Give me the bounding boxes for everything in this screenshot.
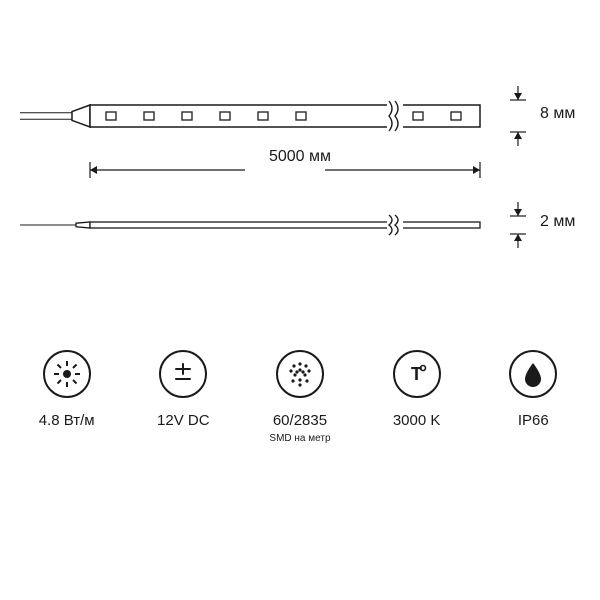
led-strip-diagram: 5000 мм 8 мм 2 мм xyxy=(0,0,600,600)
spec-power: 4.8 Вт/м xyxy=(17,350,117,431)
spec-ip: IP66 xyxy=(483,350,583,431)
spec-power-label: 4.8 Вт/м xyxy=(39,412,95,431)
spec-voltage-label: 12V DC xyxy=(157,412,210,431)
dimension-width xyxy=(490,0,590,160)
spec-cct: T 3000 K xyxy=(367,350,467,431)
dimension-thickness-label: 2 мм xyxy=(540,213,575,231)
specs-row: 4.8 Вт/м 12V DC 60/2835 SMD на метр xyxy=(0,350,600,444)
brightness-icon xyxy=(43,350,91,398)
dc-icon xyxy=(159,350,207,398)
spec-ip-label: IP66 xyxy=(518,412,549,431)
spec-leds-label: 60/2835 xyxy=(273,412,327,431)
spec-cct-label: 3000 K xyxy=(393,412,441,431)
drop-icon xyxy=(509,350,557,398)
spec-leds: 60/2835 SMD на метр xyxy=(250,350,350,444)
spec-leds-sub: SMD на метр xyxy=(269,433,330,444)
dots-icon xyxy=(276,350,324,398)
dimension-length-label: 5000 мм xyxy=(269,148,331,166)
spec-voltage: 12V DC xyxy=(133,350,233,431)
temp-icon: T xyxy=(393,350,441,398)
dimension-width-label: 8 мм xyxy=(540,105,575,123)
